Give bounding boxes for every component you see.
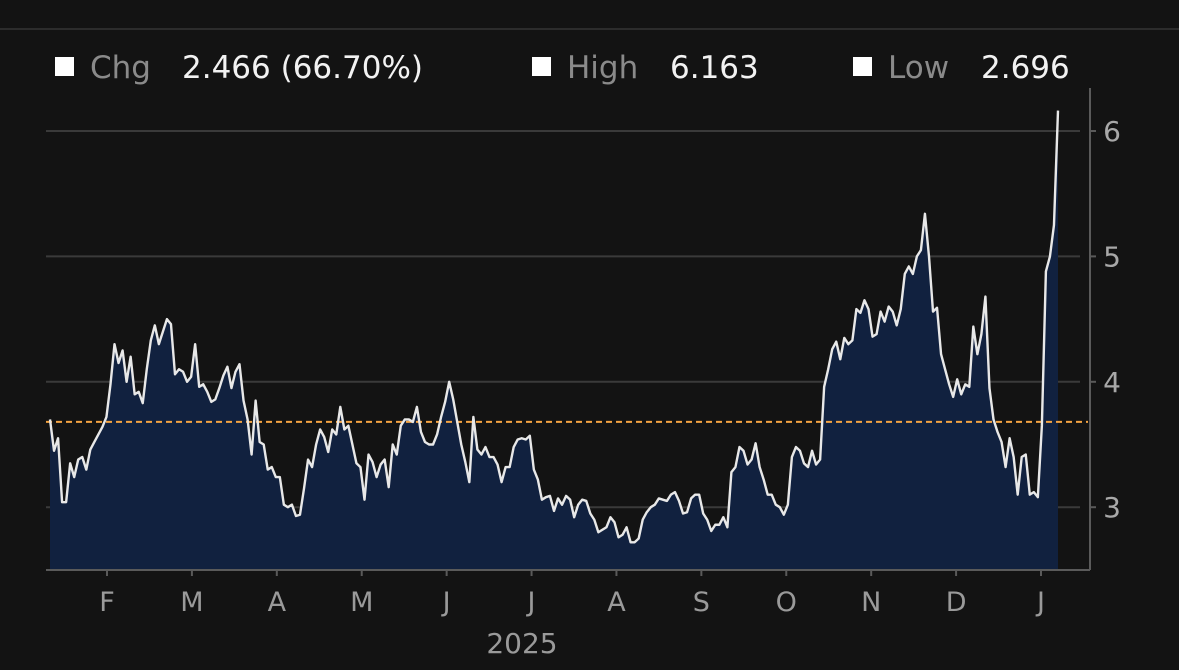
x-tick-label-6: A bbox=[607, 587, 626, 618]
legend-value-low: 2.696 bbox=[981, 50, 1070, 86]
x-axis-year-label: 2025 bbox=[486, 627, 557, 660]
y-axis-ticks: 3 4 5 6 bbox=[1090, 115, 1121, 524]
legend-item-chg: Chg 2.466 (66.70%) bbox=[55, 50, 423, 86]
x-tick-label-7: S bbox=[693, 587, 710, 618]
x-tick-label-8: O bbox=[776, 587, 797, 618]
x-tick-label-5: J bbox=[526, 587, 536, 618]
legend-label-low: Low bbox=[888, 50, 949, 86]
legend-item-high: High 6.163 bbox=[532, 50, 759, 86]
axes bbox=[46, 88, 1091, 571]
legend-label-chg: Chg bbox=[90, 50, 151, 86]
price-line-series bbox=[48, 110, 1060, 544]
x-tick-label-11: J bbox=[1035, 587, 1045, 618]
y-tick-label-3: 3 bbox=[1103, 491, 1121, 524]
x-tick-label-4: J bbox=[441, 587, 451, 618]
y-tick-label-4: 4 bbox=[1103, 366, 1121, 399]
legend-value-chg: 2.466 (66.70%) bbox=[182, 50, 423, 86]
x-tick-label-0: F bbox=[99, 587, 115, 618]
legend-label-high: High bbox=[567, 50, 638, 86]
y-tick-label-6: 6 bbox=[1103, 115, 1121, 148]
x-tick-label-9: N bbox=[861, 587, 881, 618]
y-tick-label-5: 5 bbox=[1103, 240, 1121, 273]
legend-square-icon bbox=[853, 57, 872, 76]
x-tick-label-2: A bbox=[268, 587, 287, 618]
x-tick-label-10: D bbox=[946, 587, 967, 618]
legend-value-high: 6.163 bbox=[670, 50, 759, 86]
x-tick-label-3: M bbox=[350, 587, 373, 618]
price-area-fill bbox=[50, 110, 1058, 570]
legend: Chg 2.466 (66.70%) High 6.163 Low 2.696 bbox=[55, 50, 1070, 86]
x-tick-label-1: M bbox=[180, 587, 203, 618]
plot-area bbox=[46, 110, 1088, 570]
legend-item-low: Low 2.696 bbox=[853, 50, 1070, 86]
legend-square-icon bbox=[532, 57, 551, 76]
legend-square-icon bbox=[55, 57, 74, 76]
